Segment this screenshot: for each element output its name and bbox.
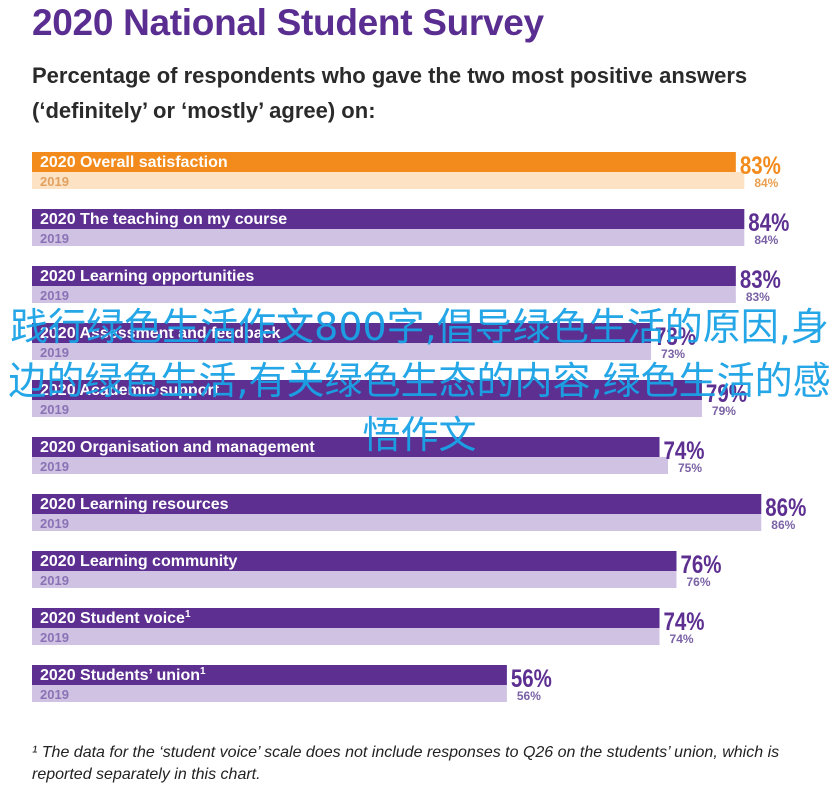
value-label-2019: 83% [746,290,770,304]
value-label-2019: 84% [754,233,778,247]
year-label-2019: 2019 [40,288,69,303]
category-label: 2020 The teaching on my course [40,211,287,228]
year-label-2019: 2019 [40,231,69,246]
bar-2019 [32,172,745,189]
bar-2019 [32,229,745,246]
bar-2019 [32,286,736,303]
footnote-marker: 1 [200,666,206,677]
year-label-2019: 2019 [40,402,69,417]
year-label-2019: 2019 [40,174,69,189]
value-label-2019: 73% [661,347,685,361]
footnote: ¹ The data for the ‘student voice’ scale… [32,744,780,783]
bar-2019 [32,343,652,360]
year-label-2019: 2019 [40,630,69,645]
footnote-marker: 1 [185,609,191,620]
bar-2020 [32,551,677,571]
category-label: 2020 Overall satisfaction [40,154,228,171]
value-label-2019: 79% [712,404,736,418]
bar-2020 [32,608,660,628]
bar-2019 [32,685,507,702]
bar-2020 [32,380,702,400]
category-label: 2020 Learning community [40,553,237,570]
bar-2020 [32,323,652,343]
bar-2020 [32,209,745,229]
bar-chart: 2020 Overall satisfaction201983%84%2020 … [32,151,806,703]
value-label-2020: 73% [655,322,696,350]
category-label: 2020 Academic support [40,382,220,399]
value-label-2019: 86% [771,518,795,532]
year-label-2019: 2019 [40,516,69,531]
category-label: 2020 Assessment and feedback [40,325,281,342]
value-label-2020: 74% [664,436,705,464]
bar-2020 [32,494,762,514]
value-label-2020: 83% [740,151,781,179]
value-label-2020: 83% [740,265,781,293]
value-label-2020: 84% [748,208,789,236]
year-label-2019: 2019 [40,573,69,588]
value-label-2020: 79% [706,379,747,407]
chart-subtitle: Percentage of respondents who gave the t… [32,63,748,123]
bar-2019 [32,457,668,474]
bar-2020 [32,266,736,286]
bar-2019 [32,628,660,645]
category-label: 2020 Student voice1 [40,609,191,627]
value-label-2019: 74% [670,632,694,646]
year-label-2019: 2019 [40,687,69,702]
bar-2019 [32,571,677,588]
value-label-2019: 75% [678,461,702,475]
value-label-2020: 74% [664,607,705,635]
page-title: 2020 National Student Survey [32,2,544,43]
value-label-2020: 86% [765,493,806,521]
bar-2019 [32,400,702,417]
category-label: 2020 Learning opportunities [40,268,254,285]
value-label-2019: 56% [517,689,541,703]
category-label: 2020 Organisation and management [40,439,315,456]
bar-2020 [32,437,660,457]
year-label-2019: 2019 [40,459,69,474]
bar-2020 [32,152,736,172]
value-label-2019: 84% [754,176,778,190]
value-label-2020: 76% [680,550,721,578]
value-label-2019: 76% [686,575,710,589]
category-label: 2020 Students’ union1 [40,666,206,684]
bar-2020 [32,665,507,685]
year-label-2019: 2019 [40,345,69,360]
category-label: 2020 Learning resources [40,496,229,513]
bar-2019 [32,514,762,531]
value-label-2020: 56% [511,664,552,692]
